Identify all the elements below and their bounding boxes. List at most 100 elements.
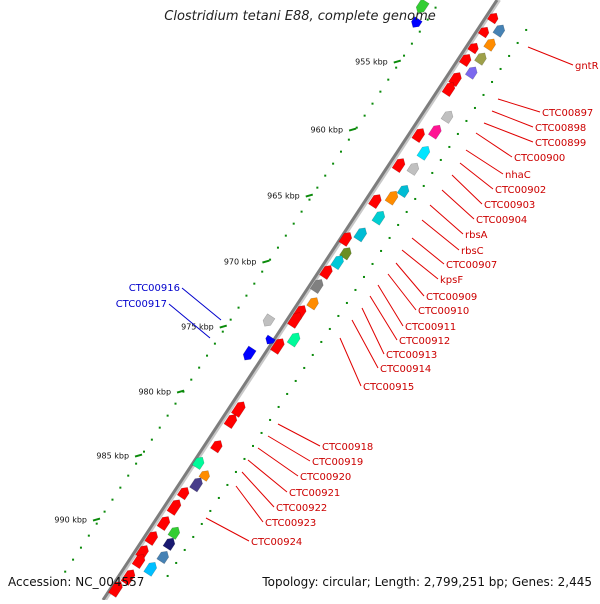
tick-dot <box>525 28 528 31</box>
gene-label: CTC00902 <box>495 185 546 196</box>
scale-tick-label: 985 kbp <box>96 452 129 461</box>
gene-label: CTC00914 <box>380 364 431 375</box>
label-leader-line <box>257 447 299 477</box>
gene-arrow <box>319 265 333 280</box>
tick-dot <box>388 236 391 239</box>
tick-dot <box>213 342 216 345</box>
tick-dot <box>371 262 374 265</box>
gene-label: CTC00922 <box>276 503 327 514</box>
label-leader-line <box>401 249 439 280</box>
tick-dot <box>206 354 209 357</box>
gene-arrow <box>156 516 171 532</box>
tick-dot <box>127 474 130 477</box>
scale-tick <box>305 193 314 198</box>
tick-dot <box>403 54 406 57</box>
tick-dot <box>150 438 153 441</box>
tick-dot <box>252 444 255 447</box>
tick-dot <box>380 249 383 252</box>
tick-dot <box>190 378 193 381</box>
label-leader-line <box>241 471 275 508</box>
tick-dot <box>276 246 279 249</box>
gene-label: kpsF <box>440 275 463 286</box>
gene-label: rbsA <box>465 230 488 241</box>
label-leader-line <box>351 319 379 369</box>
label-leader-line <box>497 98 541 113</box>
topology-text: Topology: circular; Length: 2,799,251 bp… <box>262 575 592 589</box>
label-leader-line <box>475 132 513 158</box>
gene-label: CTC00907 <box>446 260 497 271</box>
tick-dot <box>422 184 425 187</box>
tick-dot <box>300 210 303 213</box>
gene-label: rbsC <box>461 246 484 257</box>
gene-arrow <box>309 279 324 294</box>
reverse-gene-arrow <box>262 313 276 327</box>
tick-dot <box>237 306 240 309</box>
gene-arrow <box>306 297 319 311</box>
gene-arrow <box>338 232 353 247</box>
gene-arrow <box>391 158 406 174</box>
tick-dot <box>316 186 319 189</box>
tick-dot <box>135 462 138 465</box>
tick-dot <box>158 426 161 429</box>
gene-arrow <box>120 569 136 586</box>
gene-label: CTC00918 <box>322 442 373 453</box>
gene-arrow <box>384 190 399 206</box>
scale-tick-label: 965 kbp <box>267 192 300 201</box>
gene-arrow <box>371 210 386 226</box>
gene-label: CTC00900 <box>514 153 565 164</box>
label-leader-line <box>369 295 398 341</box>
reverse-gene-arrow <box>242 345 257 361</box>
label-leader-line <box>483 122 534 143</box>
gene-arrow <box>483 38 496 52</box>
tick-dot <box>277 405 280 408</box>
gene-arrow <box>131 554 146 570</box>
tick-dot <box>229 318 232 321</box>
tick-dot <box>79 546 82 549</box>
label-leader-line <box>247 459 288 493</box>
tick-dot <box>286 392 289 395</box>
gene-arrow <box>166 499 182 516</box>
scale-tick <box>262 259 270 264</box>
gene-arrow <box>486 12 499 25</box>
tick-dot <box>175 561 178 564</box>
tick-dot <box>508 54 511 57</box>
gene-arrow <box>223 414 238 430</box>
label-leader-line <box>459 162 494 190</box>
gene-arrow <box>189 477 203 493</box>
gene-label: CTC00910 <box>418 306 469 317</box>
tick-dot <box>345 301 348 304</box>
gene-label: CTC00917 <box>116 299 167 310</box>
tick-dot <box>261 270 264 273</box>
tick-dot <box>183 548 186 551</box>
backbone <box>101 0 499 601</box>
scale-tick <box>393 59 402 64</box>
scale-tick <box>219 324 228 329</box>
tick-dot <box>339 150 342 153</box>
gene-label: CTC00923 <box>265 518 316 529</box>
tick-dot <box>328 327 331 330</box>
tick-dot <box>217 496 220 499</box>
tick-dot <box>198 366 201 369</box>
label-leader-line <box>491 110 534 128</box>
gene-arrow <box>474 52 487 66</box>
gene-arrow <box>191 456 205 471</box>
tick-dot <box>354 288 357 291</box>
label-leader-line <box>451 174 483 205</box>
tick-dot <box>516 41 519 44</box>
scale-tick <box>176 389 185 394</box>
gene-arrow <box>467 42 479 55</box>
tick-dot <box>337 314 340 317</box>
genome-title: Clostridium tetani E88, complete genome <box>164 9 436 24</box>
tick-dot <box>395 66 398 69</box>
tick-dot <box>269 418 272 421</box>
tick-dot <box>456 132 459 135</box>
gene-arrow <box>108 581 123 598</box>
tick-dot <box>221 330 224 333</box>
label-leader-line <box>361 307 385 355</box>
label-leader-line <box>441 189 475 220</box>
scale-tick-label: 970 kbp <box>224 258 257 267</box>
label-leader-line <box>429 204 464 235</box>
gene-arrow <box>230 401 246 418</box>
tick-dot <box>405 210 408 213</box>
